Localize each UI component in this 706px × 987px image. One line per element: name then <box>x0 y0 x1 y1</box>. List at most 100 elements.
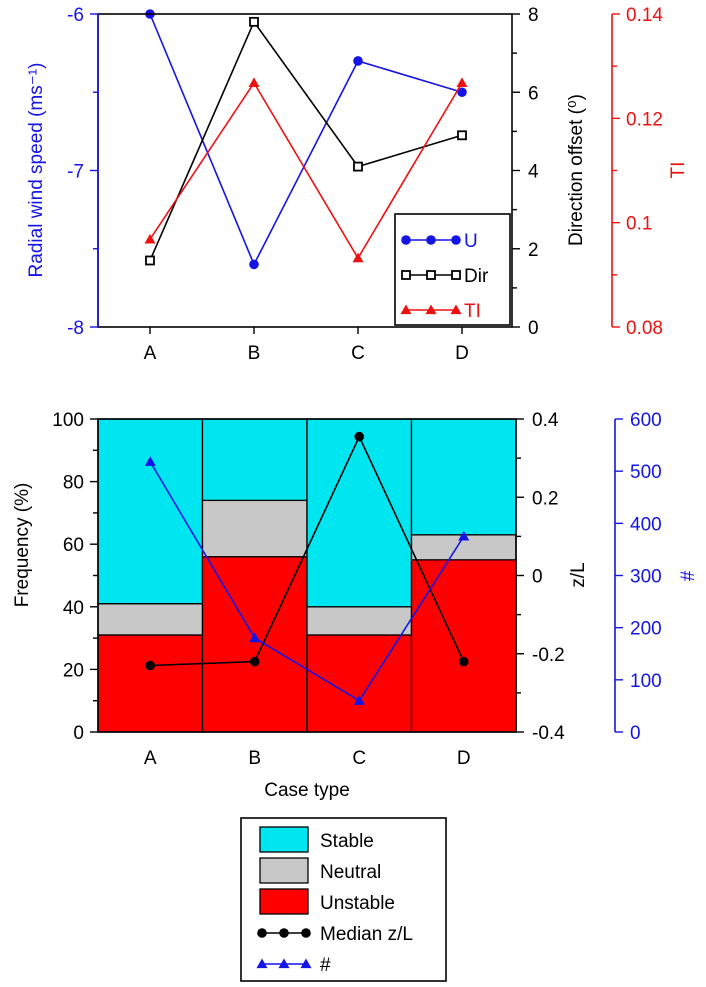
bottom-bars <box>97 418 517 733</box>
bar-stable <box>410 418 517 536</box>
bottom-right1-ticks: 0.4 0.2 0 -0.2 -0.4 <box>516 410 565 744</box>
legend-stable-swatch <box>259 826 309 853</box>
series-dir-line <box>149 20 463 261</box>
series-count-line <box>149 461 465 702</box>
series-median-zl-point <box>354 431 365 442</box>
bottom-lines <box>144 431 470 705</box>
legend-median-z-l-swatch-marker <box>257 928 267 938</box>
bottom-legend: Stable Neutral Unstable Median z/L # <box>240 817 447 982</box>
legend-u-swatch-marker <box>426 235 436 245</box>
top-right2-tick-label: 0.1 <box>626 214 652 235</box>
top-legend-frame <box>394 213 511 326</box>
series-median-zl-point <box>145 660 156 671</box>
series-u-point <box>353 56 363 66</box>
bottom-left-tick-label: 0 <box>73 723 84 744</box>
top-legend: U Dir TI <box>394 213 511 326</box>
bottom-left-tick-label: 80 <box>63 473 84 494</box>
bottom-x-ticks: A B C D <box>144 748 471 769</box>
bar-neutral <box>201 499 308 558</box>
bottom-right1-tick-label: 0.4 <box>532 410 559 431</box>
series-count-point <box>144 456 156 466</box>
bar-unstable <box>306 634 413 733</box>
series-median-zl-point <box>249 656 260 667</box>
bottom-x-tick-label: B <box>248 748 261 769</box>
bottom-right2-ticks: 600 500 400 300 200 100 0 <box>615 410 662 744</box>
series-ti-point <box>144 233 156 244</box>
bar-stable <box>97 418 204 605</box>
bottom-right2-tick-label: 500 <box>630 462 662 483</box>
legend-unstable-swatch <box>259 888 309 915</box>
series-count-point <box>353 695 365 705</box>
bottom-right2-tick-label: 300 <box>630 567 662 588</box>
bottom-left-tick-label: 60 <box>63 535 84 556</box>
bottom-right2-tick-label: 100 <box>630 671 662 692</box>
series-median-zl-line <box>150 434 465 667</box>
top-right1-tick-label: 8 <box>528 5 539 26</box>
series-ti-point <box>456 77 468 87</box>
bar-unstable <box>97 634 204 733</box>
legend-neutral-swatch <box>259 857 309 884</box>
series-u-point <box>457 87 467 98</box>
top-left-tick-label: -8 <box>67 318 84 339</box>
bar-neutral <box>306 606 413 636</box>
bottom-right1-tick-label: 0 <box>532 567 543 588</box>
bottom-x-tick-label: C <box>352 748 366 769</box>
top-right1-tick-label: 0 <box>528 318 539 339</box>
legend-dir-label: Dir <box>464 266 489 287</box>
bottom-right1-tick-label: 0.2 <box>532 488 558 509</box>
bar-neutral <box>97 603 204 636</box>
legend-u-swatch-marker <box>451 235 461 245</box>
bottom-right1-tick-label: -0.2 <box>532 645 565 666</box>
top-x-tick-label: C <box>351 343 365 364</box>
bar-stable <box>201 418 308 502</box>
top-x-tick-label: A <box>144 343 157 364</box>
legend-dir-swatch-marker <box>426 270 436 280</box>
top-x-ticks: A B C D <box>144 327 469 364</box>
bottom-left-tick-label: 20 <box>63 660 84 681</box>
bottom-right2-axis-label: # <box>678 570 699 581</box>
top-right2-tick-label: 0.12 <box>626 109 663 130</box>
top-left-tick-label: -6 <box>67 5 84 26</box>
top-right1-tick-label: 4 <box>528 162 539 183</box>
legend-count-label: # <box>320 955 331 976</box>
top-right1-axis-label: Direction offset (⁰) <box>566 94 587 246</box>
legend-median-z-l-label: Median z/L <box>320 924 413 945</box>
legend-ti-swatch-marker <box>450 304 462 315</box>
top-left-tick-label: -7 <box>67 162 84 183</box>
legend-count-swatch-marker <box>278 958 290 969</box>
legend-count-swatch-marker <box>300 958 312 969</box>
legend-median-z-l-swatch-marker <box>279 928 289 938</box>
bottom-legend-items: Stable Neutral Unstable Median z/L # <box>256 826 413 976</box>
bottom-right2-tick-label: 600 <box>630 410 662 431</box>
top-panel: -6 -7 -8 Radial wind speed (ms⁻¹) 8 6 4 2 0 Di… <box>26 5 689 364</box>
series-dir-point <box>145 255 155 266</box>
bar-stable <box>306 418 413 608</box>
bottom-right2-tick-label: 0 <box>630 723 641 744</box>
bottom-left-ticks: 100 80 60 40 20 0 <box>52 410 98 744</box>
legend-ti-swatch-marker <box>400 304 412 315</box>
series-ti-point <box>248 77 260 87</box>
series-count-point <box>249 632 261 643</box>
top-right2-ticks: 0.14 0.12 0.1 0.08 <box>612 5 663 339</box>
series-median-zl-point <box>458 656 469 667</box>
top-right1-tick-label: 2 <box>528 240 539 261</box>
legend-ti-label: TI <box>464 301 481 322</box>
bottom-x-axis-label: Case type <box>264 780 350 801</box>
series-ti-line <box>149 81 463 260</box>
bottom-left-tick-label: 100 <box>52 410 84 431</box>
legend-dir-swatch-marker <box>401 270 411 280</box>
top-right2-axis-label: TI <box>668 162 689 179</box>
series-u-point <box>249 259 259 270</box>
bottom-x-tick-label: D <box>457 748 471 769</box>
top-left-ticks: -6 -7 -8 <box>67 5 98 339</box>
bottom-right2-tick-label: 200 <box>630 619 662 640</box>
legend-dir-swatch-marker <box>451 270 461 280</box>
legend-stable-label: Stable <box>320 831 374 852</box>
series-dir-point <box>353 161 363 172</box>
bottom-right1-tick-label: -0.4 <box>532 723 565 744</box>
top-left-axis-label: Radial wind speed (ms⁻¹) <box>26 63 47 278</box>
bar-unstable <box>410 559 517 733</box>
legend-unstable-label: Unstable <box>320 893 395 914</box>
